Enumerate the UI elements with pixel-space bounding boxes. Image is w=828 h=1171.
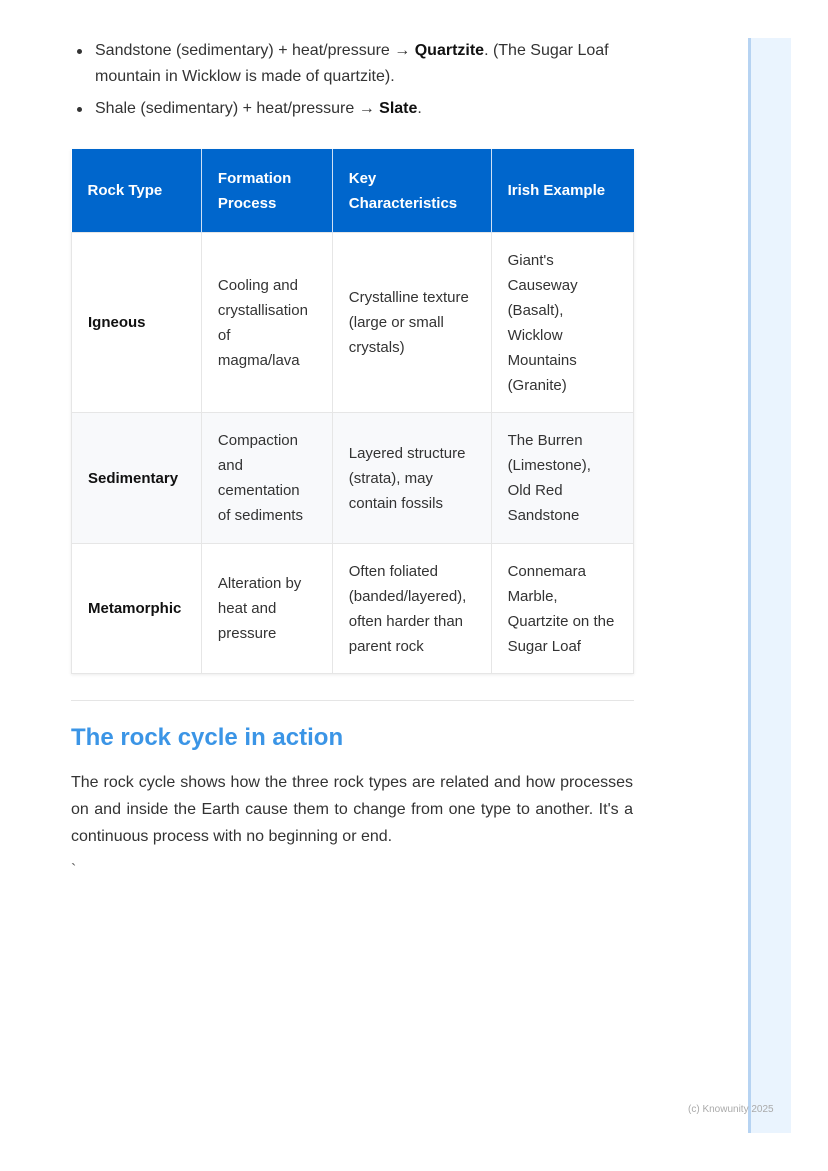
table-row: Sedimentary Compaction and cementation o… — [71, 412, 635, 544]
sidebar-panel — [748, 38, 791, 1133]
table-cell: Compaction and cementation of sediments — [200, 412, 333, 544]
table-cell: Crystalline texture (large or small crys… — [331, 232, 492, 413]
list-item: Sandstone (sedimentary) + heat/pressure … — [71, 38, 633, 90]
rock-types-table: Rock Type Formation Process Key Characte… — [71, 149, 635, 674]
table-cell: Often foliated (banded/layered), often h… — [331, 543, 492, 674]
table-cell: Sedimentary — [71, 412, 202, 544]
table-cell: Giant's Causeway (Basalt), Wicklow Mount… — [490, 232, 635, 413]
table-header-row: Rock Type Formation Process Key Characte… — [71, 149, 634, 233]
table-cell: Connemara Marble, Quartzite on the Sugar… — [490, 543, 635, 674]
footer-copyright: (c) Knowunity 2025 — [688, 1104, 774, 1115]
bullet-list: Sandstone (sedimentary) + heat/pressure … — [71, 38, 633, 128]
column-header: Rock Type — [71, 149, 202, 233]
table-cell: Cooling and crystallisation of magma/lav… — [200, 232, 333, 413]
stray-character: ` — [71, 862, 77, 879]
table-cell: Igneous — [71, 232, 202, 413]
table-cell: Layered structure (strata), may contain … — [331, 412, 492, 544]
table-cell: Alteration by heat and pressure — [200, 543, 333, 674]
divider — [71, 700, 634, 701]
column-header: Formation Process — [201, 149, 333, 233]
table-row: Metamorphic Alteration by heat and press… — [71, 543, 635, 674]
table-cell: The Burren (Limestone), Old Red Sandston… — [490, 412, 635, 544]
column-header: Key Characteristics — [332, 149, 492, 233]
table-cell: Metamorphic — [71, 543, 202, 674]
section-paragraph: The rock cycle shows how the three rock … — [71, 774, 633, 845]
table-row: Igneous Cooling and crystallisation of m… — [71, 232, 635, 413]
list-item: Shale (sedimentary) + heat/pressure → Sl… — [71, 96, 633, 122]
section-heading: The rock cycle in action — [71, 724, 344, 751]
column-header: Irish Example — [491, 149, 634, 233]
